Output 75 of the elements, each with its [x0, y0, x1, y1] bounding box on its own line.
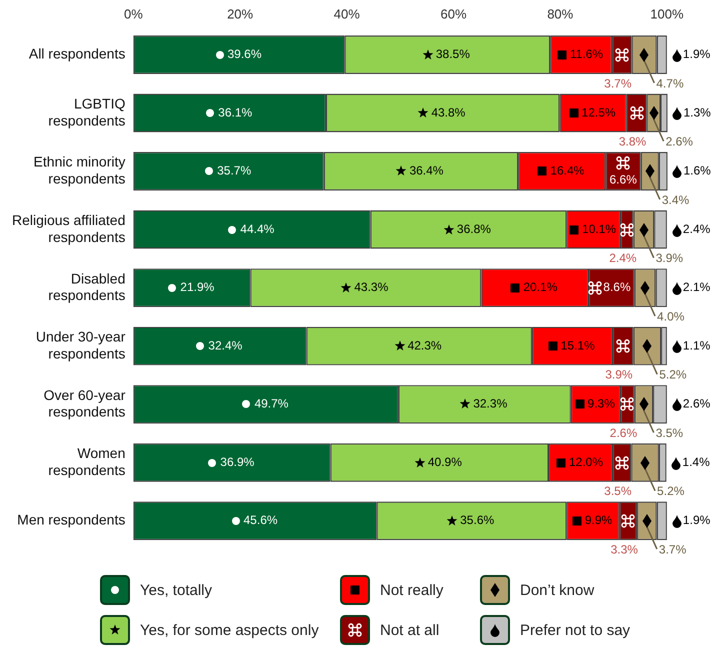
legend-label: Don’t know — [520, 582, 594, 598]
x-tick-label: 20% — [227, 6, 254, 22]
data-label: 21.9% — [180, 280, 215, 294]
data-label: 2.4% — [609, 251, 637, 266]
legend-label: Prefer not to say — [520, 622, 630, 638]
data-label: 2.6% — [666, 134, 694, 149]
legend-label: Not at all — [380, 622, 440, 638]
y-tick-label: Religious affiliated respondents — [12, 212, 126, 245]
y-tick-label: All respondents — [28, 46, 126, 62]
data-label: 3.5% — [604, 484, 632, 498]
data-label: 39.6% — [228, 47, 262, 62]
data-label: 36.1% — [218, 105, 253, 120]
data-label: 12.5% — [582, 105, 616, 120]
data-label: 44.4% — [240, 222, 275, 236]
x-tick-label: 80% — [547, 6, 574, 22]
data-label: 3.8% — [618, 134, 647, 149]
data-label: 36.8% — [456, 222, 492, 236]
x-tick-label: 100% — [650, 6, 684, 22]
y-tick-label: Men respondents — [17, 512, 126, 528]
data-label: 1.9% — [682, 513, 711, 528]
data-label: 1.9% — [682, 47, 711, 62]
data-label: 3.7% — [604, 76, 632, 90]
data-label: 11.6% — [570, 47, 604, 62]
x-tick-label: 0% — [124, 6, 144, 22]
data-label: 1.6% — [683, 164, 712, 178]
data-label: 1.4% — [682, 454, 710, 469]
data-label: 32.3% — [473, 396, 508, 411]
data-label: 3.9% — [656, 251, 684, 266]
data-label: 5.2% — [657, 484, 685, 498]
data-label: 6.6% — [610, 172, 638, 187]
data-label: 43.8% — [431, 105, 466, 120]
data-label: 3.3% — [610, 542, 638, 556]
data-label: 15.1% — [560, 338, 596, 352]
data-label: 1.1% — [682, 338, 711, 352]
y-tick-label: Women respondents — [48, 445, 126, 478]
data-label: 3.4% — [662, 192, 690, 207]
data-label: 35.6% — [460, 513, 494, 528]
data-label: 2.6% — [682, 396, 711, 411]
legend-label: Not really — [380, 582, 444, 598]
data-label: 35.7% — [217, 164, 252, 178]
data-label: 10.1% — [582, 222, 616, 236]
data-label: 3.7% — [658, 542, 687, 556]
data-label: 4.7% — [656, 76, 684, 90]
data-label: 20.1% — [523, 280, 558, 294]
data-label: 38.5% — [436, 47, 470, 62]
data-label: 3.5% — [656, 426, 684, 440]
data-label: 45.6% — [244, 513, 278, 528]
y-tick-label: Ethnic minority respondents — [34, 154, 126, 187]
data-label: 16.4% — [550, 164, 585, 178]
data-label: 36.9% — [220, 454, 255, 469]
legend-label: Yes, for some aspects only — [140, 622, 319, 638]
data-label: 32.4% — [208, 338, 243, 352]
data-label: 49.7% — [254, 396, 289, 411]
data-label: 2.1% — [682, 280, 711, 294]
data-label: 1.3% — [683, 105, 712, 120]
data-label: 9.3% — [588, 396, 616, 411]
data-label: 9.9% — [584, 513, 613, 528]
data-label: 40.9% — [428, 454, 462, 469]
legend-label: Yes, totally — [140, 582, 212, 598]
data-label: 2.6% — [610, 426, 638, 440]
data-label: 5.2% — [659, 368, 687, 382]
data-label: 8.6% — [603, 280, 631, 294]
y-tick-label: Under 30-year respondents — [36, 328, 126, 362]
y-tick-label: Disabled respondents — [48, 270, 126, 304]
data-label: 3.9% — [605, 368, 633, 382]
x-tick-label: 60% — [440, 6, 467, 22]
data-label: 36.4% — [409, 164, 444, 178]
x-tick-label: 40% — [334, 6, 360, 22]
data-label: 43.3% — [354, 280, 389, 294]
data-label: 42.3% — [408, 338, 442, 352]
y-tick-label: Over 60-year respondents — [44, 386, 126, 420]
data-label: 12.0% — [568, 454, 604, 469]
y-tick-label: LGBTIQ respondents — [48, 95, 126, 128]
data-label: 2.4% — [682, 222, 711, 236]
data-label: 4.0% — [657, 309, 685, 324]
